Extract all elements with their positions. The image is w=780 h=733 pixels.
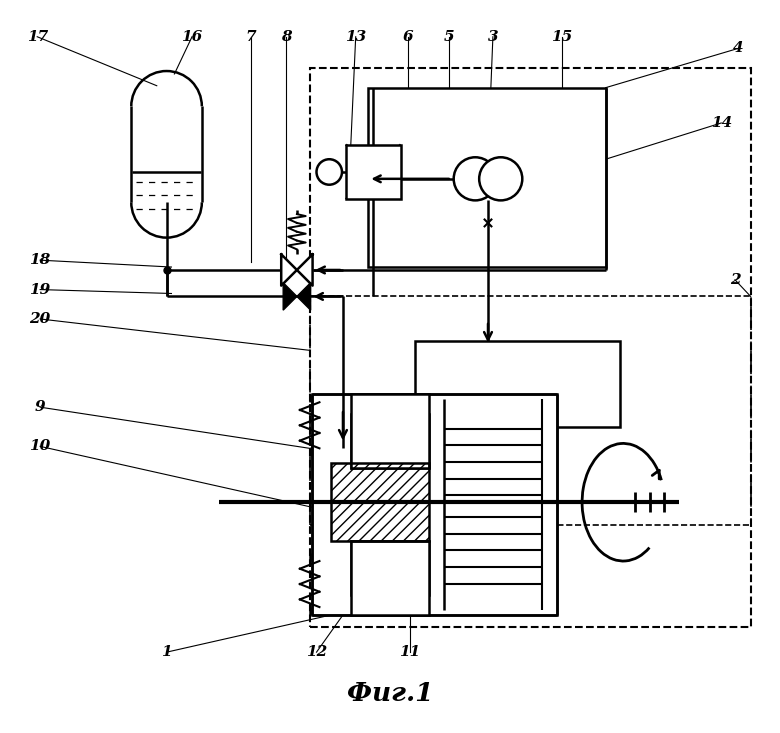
Text: 3: 3 — [488, 30, 498, 44]
Bar — [351, 394, 429, 468]
Text: 8: 8 — [281, 30, 292, 44]
Text: 9: 9 — [35, 400, 45, 414]
Bar — [310, 296, 750, 525]
Bar — [368, 88, 605, 267]
Text: 12: 12 — [306, 645, 327, 659]
Polygon shape — [283, 283, 297, 310]
Text: 4: 4 — [732, 42, 743, 56]
Polygon shape — [282, 254, 297, 286]
Text: 1: 1 — [161, 645, 172, 659]
Bar — [310, 68, 750, 627]
Polygon shape — [297, 254, 313, 286]
Bar — [351, 414, 429, 468]
Bar — [311, 394, 557, 615]
Text: 19: 19 — [30, 282, 51, 297]
Text: 2: 2 — [729, 273, 740, 287]
Text: 17: 17 — [27, 30, 48, 44]
Circle shape — [454, 158, 497, 200]
Bar — [351, 542, 429, 595]
Bar — [351, 542, 429, 615]
Text: 10: 10 — [30, 439, 51, 454]
Text: 15: 15 — [551, 30, 572, 44]
Text: 16: 16 — [182, 30, 203, 44]
Bar — [414, 341, 620, 427]
Text: 7: 7 — [246, 30, 256, 44]
Polygon shape — [297, 283, 310, 310]
Text: 14: 14 — [711, 116, 732, 130]
Text: 13: 13 — [345, 30, 367, 44]
Text: 20: 20 — [30, 312, 51, 326]
Circle shape — [479, 158, 523, 200]
Circle shape — [317, 159, 342, 185]
Text: 5: 5 — [444, 30, 454, 44]
Text: Фиг.1: Фиг.1 — [347, 681, 433, 706]
Text: 11: 11 — [399, 645, 420, 659]
Bar — [346, 144, 401, 199]
Bar — [332, 463, 429, 542]
Text: 18: 18 — [30, 253, 51, 267]
Text: 6: 6 — [402, 30, 413, 44]
